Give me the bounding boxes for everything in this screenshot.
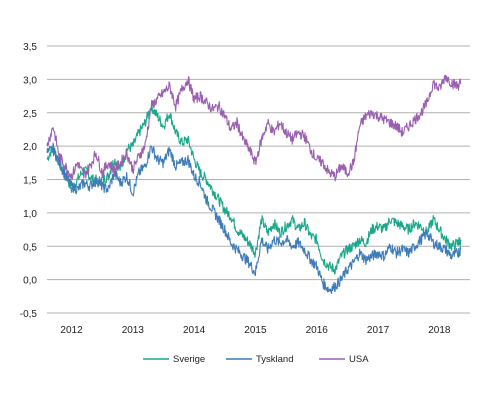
x-tick-label: 2013 bbox=[122, 325, 145, 336]
y-tick-label: 3,0 bbox=[23, 75, 37, 86]
legend-label: Sverige bbox=[173, 354, 205, 365]
series-line-usa bbox=[46, 74, 462, 182]
y-tick-label: 1,0 bbox=[23, 209, 37, 220]
legend: Sverige Tyskland USA bbox=[143, 354, 369, 365]
y-tick-label: 1,5 bbox=[23, 176, 37, 187]
x-tick-label: 2017 bbox=[367, 325, 390, 336]
x-tick-label: 2014 bbox=[183, 325, 206, 336]
grid-layer bbox=[47, 45, 470, 314]
legend-label: Tyskland bbox=[256, 354, 294, 365]
y-tick-label: 2,0 bbox=[23, 142, 37, 153]
y-tick-label: 2,5 bbox=[23, 109, 37, 120]
y-axis-ticks: -0,5 0,0 0,5 1,0 1,5 2,0 2,5 3,0 3,5 bbox=[20, 42, 38, 320]
y-tick-label: 3,5 bbox=[23, 42, 37, 53]
series-layer bbox=[46, 74, 462, 295]
x-tick-label: 2016 bbox=[306, 325, 329, 336]
x-axis-ticks: 2012 2013 2014 2015 2016 2017 2018 bbox=[60, 325, 451, 336]
y-tick-label: 0,0 bbox=[23, 276, 37, 287]
y-tick-label: 0,5 bbox=[23, 242, 37, 253]
legend-label: USA bbox=[349, 354, 369, 365]
x-tick-label: 2018 bbox=[428, 325, 451, 336]
x-tick-label: 2015 bbox=[244, 325, 267, 336]
x-tick-label: 2012 bbox=[60, 325, 83, 336]
series-line-tyskland bbox=[46, 143, 462, 295]
y-tick-label: -0,5 bbox=[20, 309, 38, 320]
